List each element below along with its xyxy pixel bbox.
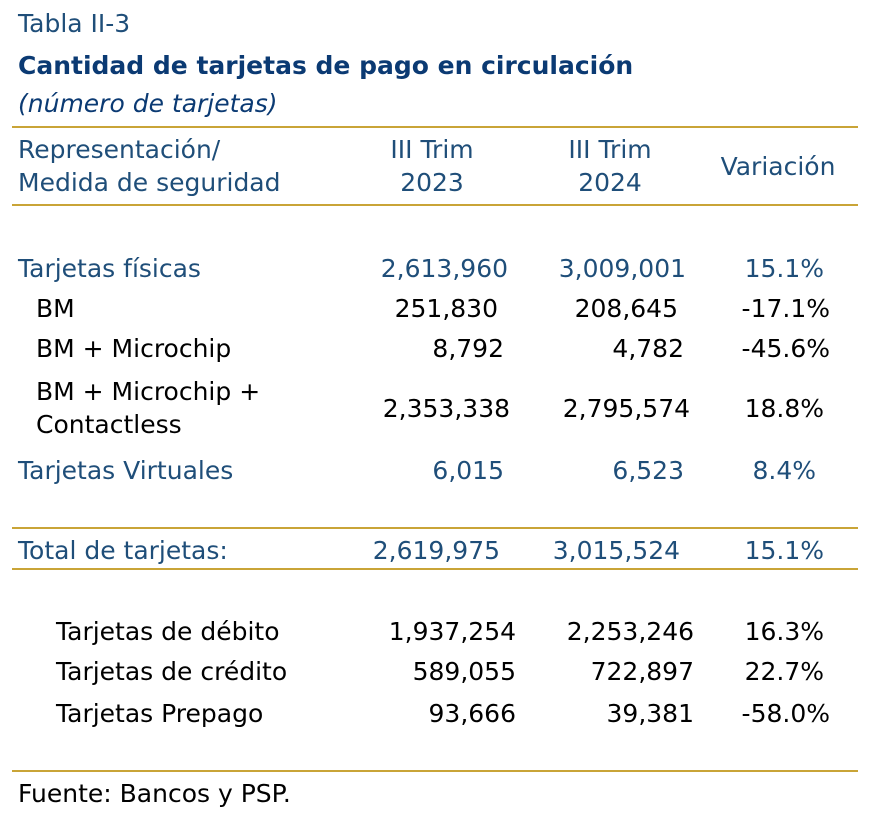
row-bm-microchip-2024: 4,782: [612, 334, 684, 363]
header-col0-line2: Medida de seguridad: [18, 168, 281, 197]
row-bm-microchip-variation: -45.6%: [741, 334, 830, 363]
row-label-contactless-line1: BM + Microchip +: [36, 377, 261, 406]
type-debit-2023: 1,937,254: [388, 617, 516, 646]
row-physical-2023: 2,613,960: [380, 254, 508, 283]
total-variation: 15.1%: [744, 536, 824, 565]
type-credit-variation: 22.7%: [744, 657, 824, 686]
header-col2-line1: III Trim: [568, 135, 652, 164]
row-bm-microchip-2023: 8,792: [432, 334, 504, 363]
total-label: Total de tarjetas:: [18, 536, 228, 565]
header-col2-line2: 2024: [578, 168, 642, 197]
type-debit-variation: 16.3%: [744, 617, 824, 646]
type-prepaid-variation: -58.0%: [741, 699, 830, 728]
row-bm-2024: 208,645: [574, 294, 678, 323]
type-label-debit: Tarjetas de débito: [56, 617, 280, 646]
header-col0-line1: Representación/: [18, 135, 221, 164]
row-label-physical: Tarjetas físicas: [18, 254, 201, 283]
row-physical-2024: 3,009,001: [558, 254, 686, 283]
table-subtitle: (número de tarjetas): [18, 89, 278, 118]
row-contactless-2024: 2,795,574: [562, 394, 690, 423]
total-top-rule: [12, 527, 858, 529]
row-contactless-2023: 2,353,338: [382, 394, 510, 423]
row-label-virtual: Tarjetas Virtuales: [18, 456, 234, 485]
header-top-rule: [12, 126, 858, 128]
header-bottom-rule: [12, 204, 858, 206]
header-col1-line2: 2023: [400, 168, 464, 197]
header-col1-line1: III Trim: [390, 135, 474, 164]
total-bottom-rule: [12, 568, 858, 570]
row-physical-variation: 15.1%: [744, 254, 824, 283]
row-virtual-2023: 6,015: [432, 456, 504, 485]
type-prepaid-2024: 39,381: [606, 699, 694, 728]
row-bm-2023: 251,830: [394, 294, 498, 323]
row-virtual-2024: 6,523: [612, 456, 684, 485]
total-2024: 3,015,524: [552, 536, 680, 565]
type-credit-2024: 722,897: [590, 657, 694, 686]
row-label-bm-microchip: BM + Microchip: [36, 334, 232, 363]
total-2023: 2,619,975: [372, 536, 500, 565]
row-contactless-variation: 18.8%: [744, 394, 824, 423]
type-label-prepaid: Tarjetas Prepago: [56, 699, 264, 728]
type-label-credit: Tarjetas de crédito: [56, 657, 288, 686]
table-title: Cantidad de tarjetas de pago en circulac…: [18, 51, 634, 80]
row-label-contactless-line2: Contactless: [36, 410, 182, 439]
type-debit-2024: 2,253,246: [566, 617, 694, 646]
table-label: Tabla II-3: [18, 9, 131, 38]
source-note: Fuente: Bancos y PSP.: [18, 779, 291, 808]
type-credit-2023: 589,055: [412, 657, 516, 686]
row-virtual-variation: 8.4%: [752, 456, 816, 485]
header-variation: Variación: [720, 152, 836, 181]
row-label-bm: BM: [36, 294, 75, 323]
type-prepaid-2023: 93,666: [428, 699, 516, 728]
row-bm-variation: -17.1%: [741, 294, 830, 323]
footer-rule: [12, 770, 858, 772]
